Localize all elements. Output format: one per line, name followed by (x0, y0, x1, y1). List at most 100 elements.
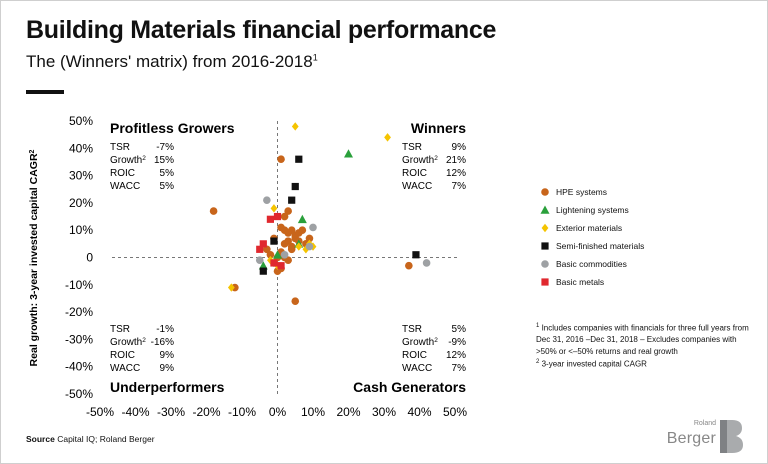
source-label: Source (26, 434, 55, 444)
data-point (280, 250, 289, 259)
x-tick-label: 30% (372, 405, 396, 419)
quadrant-stat-label: TSR (110, 324, 130, 335)
quadrant-stat-value: 21% (446, 155, 466, 166)
legend-marker (541, 260, 549, 268)
legend-label: Basic commodities (556, 259, 627, 269)
stat-label-text: WACC (110, 181, 140, 192)
y-tick-label: 0 (86, 251, 93, 265)
quadrant-stat-value: -16% (151, 337, 174, 348)
footnotes: 1 Includes companies with financials for… (536, 321, 758, 370)
legend-item: HPE systems (540, 186, 740, 200)
data-point (266, 215, 274, 223)
data-point (270, 204, 278, 213)
legend-marker (541, 188, 549, 196)
x-tick-label: -30% (157, 405, 185, 419)
stat-label-text: TSR (110, 142, 130, 153)
data-point (209, 207, 218, 215)
data-point (288, 196, 296, 204)
series-semi-finished-materials (259, 155, 420, 275)
data-point (284, 256, 292, 265)
stat-label-text: ROIC (402, 350, 427, 361)
stat-label-footnote-mark: 2 (142, 155, 146, 162)
y-tick-label: -20% (65, 305, 93, 319)
stat-label-text: WACC (402, 363, 432, 374)
quadrant-stat-label: ROIC (110, 168, 135, 179)
quadrant-title: Profitless Growers (110, 120, 235, 136)
data-point (291, 182, 299, 191)
quadrant-stat-label: TSR (110, 142, 130, 153)
y-axis-title-text: Real growth: 3-year invested capital CAG… (28, 153, 40, 366)
logo-text-berger: Berger (666, 430, 716, 447)
chart-axes: 50%40%30%20%10%0-10%-20%-30%-40%-50%-50%… (28, 114, 467, 419)
data-point (291, 297, 300, 305)
data-point (259, 240, 267, 248)
stat-label-text: Growth (110, 337, 142, 348)
x-tick-label: 50% (443, 405, 467, 419)
footnote-2-text: 3-year invested capital CAGR (541, 359, 647, 369)
x-tick-label: -20% (192, 405, 220, 419)
data-point (258, 261, 268, 270)
quadrant-stat-value: -7% (156, 142, 174, 153)
data-point (256, 245, 264, 253)
legend-label: Lightening systems (556, 205, 629, 215)
data-point (298, 226, 307, 234)
quadrant-stat-label: Growth2 (110, 155, 146, 167)
series-basic-metals (256, 212, 285, 270)
data-point (227, 283, 235, 292)
title-rule (26, 90, 64, 94)
data-point (287, 245, 296, 254)
legend-marker-icon (541, 242, 549, 250)
data-point (287, 226, 296, 234)
stat-label-text: WACC (110, 363, 140, 374)
quadrant-stat-value: 9% (160, 363, 175, 374)
data-point (305, 242, 314, 251)
stat-label-text: TSR (110, 324, 130, 335)
x-tick-label: -50% (86, 405, 114, 419)
quadrant-stat-label: WACC (110, 363, 140, 374)
data-point (412, 251, 420, 259)
quadrant-bottom-left: Underperformers TSR -1% Growth2 -16% ROIC 9% WA… (110, 324, 225, 395)
data-point (277, 262, 285, 270)
quadrant-stat-value: 7% (452, 363, 467, 374)
footnote-1-text: Includes companies with financials for t… (536, 323, 749, 356)
data-point (273, 212, 282, 221)
legend-marker (540, 205, 550, 214)
source-text: Capital IQ; Roland Berger (57, 434, 155, 444)
quadrant-stat-label: Growth2 (402, 337, 438, 349)
roland-berger-logo: Roland Berger (656, 418, 746, 456)
quadrant-stat-value: 12% (446, 350, 466, 361)
footnote-1-mark: 1 (536, 323, 540, 329)
stat-label-text: Growth (110, 155, 142, 166)
quadrant-stat-label: TSR (402, 324, 422, 335)
quadrant-title: Underperformers (110, 379, 225, 395)
stat-label-footnote-mark: 2 (434, 155, 438, 162)
legend-label: HPE systems (556, 187, 608, 197)
quadrant-stat-value: -9% (448, 337, 466, 348)
logo-text-roland: Roland (693, 420, 716, 427)
quadrant-stat-value: 12% (446, 168, 466, 179)
legend-marker-icon (541, 278, 549, 286)
data-points (209, 122, 431, 305)
stat-label-text: WACC (402, 181, 432, 192)
y-tick-label: -10% (65, 278, 93, 292)
data-point (295, 155, 303, 163)
quadrant-stat-label: Growth2 (402, 155, 438, 167)
legend-marker-icon (541, 188, 549, 196)
data-point (270, 259, 278, 267)
y-axis-title: Real growth: 3-year invested capital CAG… (28, 149, 40, 366)
legend-label: Semi-finished materials (556, 241, 645, 251)
data-point (273, 250, 282, 259)
data-point (309, 223, 317, 232)
quadrant-top-left: Profitless Growers TSR -7% Growth2 15% ROIC 5%… (110, 120, 235, 192)
quadrant-stat-value: 15% (154, 155, 174, 166)
data-point (405, 261, 413, 270)
quadrant-stat-label: WACC (402, 181, 432, 192)
series-exterior-materials (227, 122, 391, 292)
data-point (280, 212, 289, 221)
data-point (305, 234, 314, 243)
data-point (255, 256, 264, 265)
logo-mark-icon (720, 420, 743, 453)
y-axis-title-footnote-mark: 2 (29, 149, 36, 153)
stat-label-footnote-mark: 2 (434, 337, 438, 344)
